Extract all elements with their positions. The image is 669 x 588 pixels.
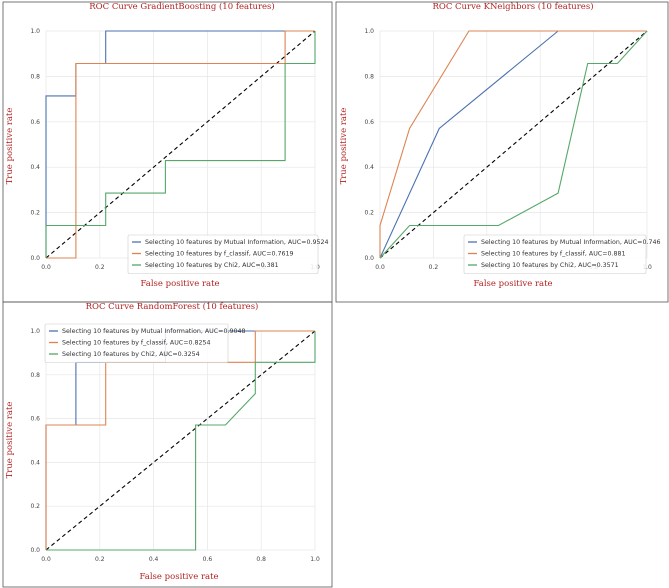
roc-panel-1: ROC Curve GradientBoosting (10 features)… <box>2 1 333 303</box>
y-tick-label: 0.0 <box>30 547 40 554</box>
x-tick-label: 0.0 <box>375 264 385 271</box>
legend-entry: Selecting 10 features by f_classif, AUC=… <box>481 251 626 258</box>
x-tick-label: 1.0 <box>310 556 320 563</box>
y-tick-label: 0.2 <box>30 210 40 217</box>
y-tick-label: 0.4 <box>364 164 374 171</box>
y-tick-label: 0.4 <box>30 459 40 466</box>
legend-entry: Selecting 10 features by Chi2, AUC=0.381 <box>145 262 279 269</box>
chart-title: ROC Curve KNeighbors (10 features) <box>432 1 593 12</box>
diagonal-reference-line <box>45 30 316 259</box>
chart-title: ROC Curve GradientBoosting (10 features) <box>89 1 275 12</box>
y-tick-label: 0.8 <box>30 73 40 80</box>
x-axis-label: False positive rate <box>473 279 552 289</box>
legend-entry: Selecting 10 features by Chi2, AUC=0.357… <box>481 262 619 269</box>
y-axis-label: True positive rate <box>339 108 349 185</box>
y-tick-label: 0.6 <box>30 119 40 126</box>
y-tick-label: 0.4 <box>30 164 40 171</box>
y-tick-label: 1.0 <box>30 28 40 35</box>
x-tick-label: 0.2 <box>95 264 105 271</box>
roc-panel-3: ROC Curve RandomForest (10 features)0.0 0… <box>2 301 333 588</box>
roc-series-line-3 <box>46 331 316 551</box>
legend-entry: Selecting 10 features by f_classif, AUC=… <box>145 251 294 258</box>
x-tick-label: 0.6 <box>203 556 213 563</box>
y-tick-label: 0.2 <box>364 210 374 217</box>
legend-entry: Selecting 10 features by Mutual Informat… <box>481 239 660 246</box>
y-tick-label: 0.0 <box>364 255 374 262</box>
panel-frame <box>2 301 333 588</box>
y-tick-label: 0.0 <box>30 255 40 262</box>
y-tick-label: 0.8 <box>30 372 40 379</box>
x-tick-label: 0.0 <box>41 556 51 563</box>
legend-entry: Selecting 10 features by Chi2, AUC=0.325… <box>62 351 200 358</box>
x-axis-label: False positive rate <box>140 279 219 289</box>
y-tick-label: 1.0 <box>30 328 40 335</box>
diagonal-reference-line <box>45 330 316 551</box>
x-tick-label: 0.8 <box>256 556 266 563</box>
legend-box <box>127 234 319 274</box>
y-axis-label: True positive rate <box>5 108 15 185</box>
x-tick-label: 0.4 <box>149 556 159 563</box>
legend-entry: Selecting 10 features by f_classif, AUC=… <box>62 340 211 347</box>
legend-entry: Selecting 10 features by Mutual Informat… <box>145 239 329 246</box>
y-tick-label: 0.8 <box>364 73 374 80</box>
legend-box <box>463 234 647 274</box>
legend-box <box>44 323 229 363</box>
roc-series-line-2 <box>379 30 647 258</box>
y-tick-label: 0.6 <box>364 119 374 126</box>
x-axis-label: False positive rate <box>139 572 218 582</box>
y-tick-label: 1.0 <box>364 28 374 35</box>
roc-series-line-3 <box>379 30 648 259</box>
panel-frame <box>335 1 669 303</box>
x-tick-label: 0.0 <box>41 264 51 271</box>
roc-series-line-2 <box>46 30 315 259</box>
y-tick-label: 0.6 <box>30 416 40 423</box>
legend-entry: Selecting 10 features by Mutual Informat… <box>62 328 246 335</box>
roc-panel-2: ROC Curve KNeighbors (10 features) 0.0 0.2… <box>335 1 669 303</box>
x-tick-label: 0.2 <box>95 556 105 563</box>
roc-series-line-3 <box>45 31 316 258</box>
x-tick-label: 1.0 <box>642 264 652 271</box>
y-tick-label: 0.2 <box>30 503 40 510</box>
y-axis-label: True positive rate <box>5 402 15 479</box>
diagonal-reference-line <box>379 30 648 259</box>
chart-title: ROC Curve RandomForest (10 features) <box>86 301 259 312</box>
x-tick-label: 0.2 <box>429 264 439 271</box>
